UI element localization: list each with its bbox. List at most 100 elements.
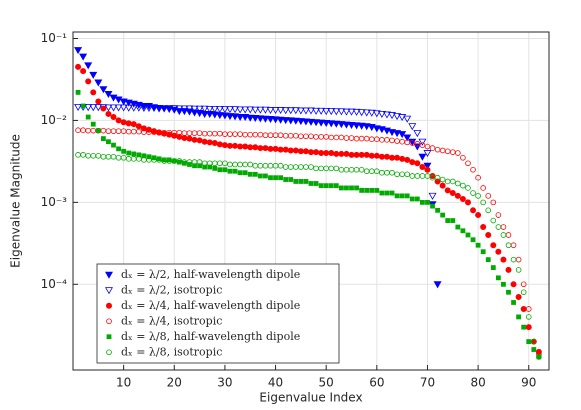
marker — [338, 150, 345, 157]
marker — [99, 86, 108, 94]
marker — [242, 143, 249, 150]
marker — [377, 110, 386, 118]
marker — [449, 190, 456, 197]
x-tick-label: 50 — [319, 376, 334, 390]
marker — [176, 158, 183, 164]
marker — [75, 63, 82, 70]
marker — [404, 156, 411, 163]
marker — [378, 153, 385, 160]
marker — [247, 144, 254, 151]
marker — [449, 149, 456, 155]
marker — [419, 142, 426, 148]
marker — [333, 183, 339, 189]
marker — [515, 267, 522, 273]
marker — [247, 161, 254, 168]
marker — [500, 256, 507, 263]
marker — [520, 281, 527, 288]
marker — [95, 98, 102, 105]
data-points — [74, 47, 542, 360]
marker — [268, 175, 273, 181]
marker — [261, 106, 270, 114]
marker — [313, 181, 319, 186]
marker — [362, 109, 371, 117]
marker — [181, 135, 188, 142]
marker — [104, 104, 113, 112]
y-tick-label: 10⁻² — [41, 113, 68, 127]
marker — [490, 242, 497, 249]
marker — [171, 158, 177, 164]
marker — [318, 183, 324, 189]
marker — [226, 142, 233, 149]
marker — [510, 281, 517, 288]
marker — [186, 135, 193, 142]
marker — [485, 231, 492, 238]
marker — [296, 118, 305, 126]
legend-box — [96, 263, 340, 364]
marker — [241, 114, 250, 122]
axes-box — [72, 31, 550, 371]
marker — [424, 143, 431, 150]
marker — [215, 105, 224, 113]
marker — [383, 153, 390, 160]
marker — [287, 147, 294, 154]
marker — [207, 164, 213, 170]
marker — [307, 149, 314, 156]
x-tick-label: 80 — [470, 376, 485, 390]
marker — [433, 281, 442, 289]
marker — [389, 154, 396, 161]
marker — [256, 106, 265, 114]
marker — [424, 166, 431, 173]
marker — [100, 136, 106, 142]
marker — [403, 134, 412, 142]
legend: dₓ = λ/2, half-wavelength dipole dₓ = λ/2… — [96, 263, 340, 364]
marker — [434, 174, 441, 181]
marker — [79, 53, 88, 61]
marker — [349, 185, 354, 191]
marker — [114, 104, 123, 112]
marker — [485, 257, 491, 263]
marker — [232, 142, 239, 149]
marker — [247, 171, 253, 177]
marker — [246, 106, 255, 114]
marker — [490, 265, 496, 270]
marker — [307, 107, 315, 115]
marker — [480, 199, 486, 206]
marker — [231, 106, 240, 114]
marker — [160, 105, 169, 113]
marker — [455, 180, 461, 187]
marker — [155, 104, 164, 112]
marker — [271, 107, 280, 115]
marker — [266, 107, 275, 115]
marker — [246, 114, 255, 122]
marker — [252, 171, 258, 177]
marker — [516, 314, 522, 320]
marker — [252, 144, 259, 151]
marker — [237, 170, 243, 176]
marker — [374, 168, 380, 175]
marker — [455, 150, 461, 156]
marker — [475, 212, 482, 219]
marker — [465, 185, 471, 191]
marker — [156, 157, 162, 163]
marker — [272, 145, 279, 152]
marker — [465, 160, 471, 167]
marker — [283, 177, 289, 182]
marker — [388, 112, 397, 120]
marker — [288, 177, 294, 182]
marker — [220, 106, 229, 114]
marker — [445, 218, 451, 223]
marker — [225, 113, 234, 121]
marker — [495, 212, 502, 218]
marker — [110, 153, 117, 160]
marker — [94, 79, 103, 87]
marker — [470, 207, 477, 214]
marker — [212, 165, 218, 171]
marker — [337, 108, 346, 116]
marker — [367, 109, 376, 117]
marker — [531, 347, 537, 352]
marker — [266, 116, 275, 124]
legend-label: dₓ = λ/4, isotropic — [121, 314, 222, 327]
marker — [328, 183, 334, 189]
marker — [74, 103, 83, 111]
y-axis-label: Eigenvalue Magnitude — [9, 134, 23, 268]
